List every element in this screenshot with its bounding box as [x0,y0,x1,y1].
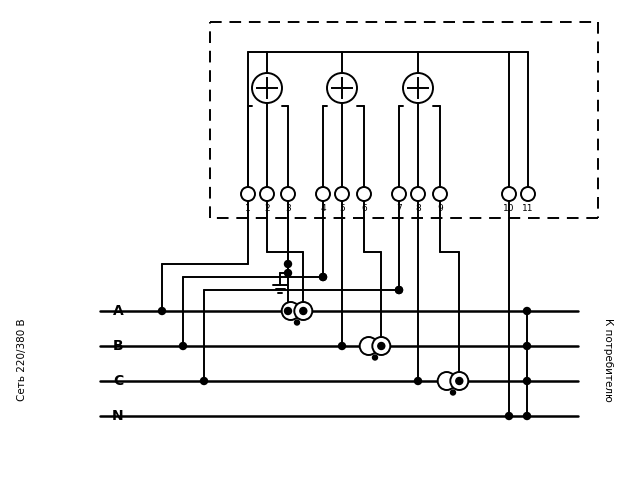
Circle shape [282,302,300,320]
Circle shape [241,187,255,201]
Circle shape [378,343,385,349]
Circle shape [433,187,447,201]
Circle shape [180,343,186,349]
Circle shape [456,377,463,385]
Circle shape [373,355,378,360]
Text: B: B [113,339,123,353]
Circle shape [502,187,516,201]
Circle shape [320,273,326,281]
Circle shape [360,337,378,355]
Text: Сеть 220/380 В: Сеть 220/380 В [17,319,27,402]
Circle shape [523,308,531,314]
Text: 7: 7 [396,204,402,213]
Circle shape [357,187,371,201]
Text: 2: 2 [264,204,270,213]
Circle shape [320,273,326,281]
Circle shape [437,372,456,390]
Text: N: N [112,409,124,423]
Circle shape [300,308,307,314]
Text: 11: 11 [522,204,534,213]
Circle shape [284,260,291,268]
Circle shape [159,308,165,314]
Circle shape [395,286,402,294]
Text: 8: 8 [415,204,421,213]
Text: 1: 1 [245,204,251,213]
Circle shape [505,413,513,419]
Circle shape [392,187,406,201]
Text: 5: 5 [339,204,345,213]
Circle shape [395,286,402,294]
Text: 10: 10 [503,204,515,213]
Circle shape [294,320,299,325]
Circle shape [284,308,291,314]
Circle shape [316,187,330,201]
Circle shape [523,343,531,349]
Circle shape [523,377,531,385]
Circle shape [260,187,274,201]
Text: C: C [113,374,123,388]
Text: 4: 4 [320,204,326,213]
Circle shape [415,377,421,385]
Circle shape [327,73,357,103]
Circle shape [521,187,535,201]
Circle shape [450,372,468,390]
Circle shape [372,337,391,355]
Circle shape [201,377,207,385]
Text: 3: 3 [285,204,291,213]
Circle shape [335,187,349,201]
Text: 9: 9 [437,204,443,213]
Circle shape [294,302,312,320]
Text: 6: 6 [361,204,367,213]
Circle shape [284,269,291,277]
Circle shape [252,73,282,103]
Circle shape [281,187,295,201]
Text: К потребителю: К потребителю [603,318,613,402]
Circle shape [523,413,531,419]
Circle shape [403,73,433,103]
Circle shape [339,343,346,349]
Text: A: A [113,304,123,318]
Circle shape [411,187,425,201]
Circle shape [450,390,455,395]
